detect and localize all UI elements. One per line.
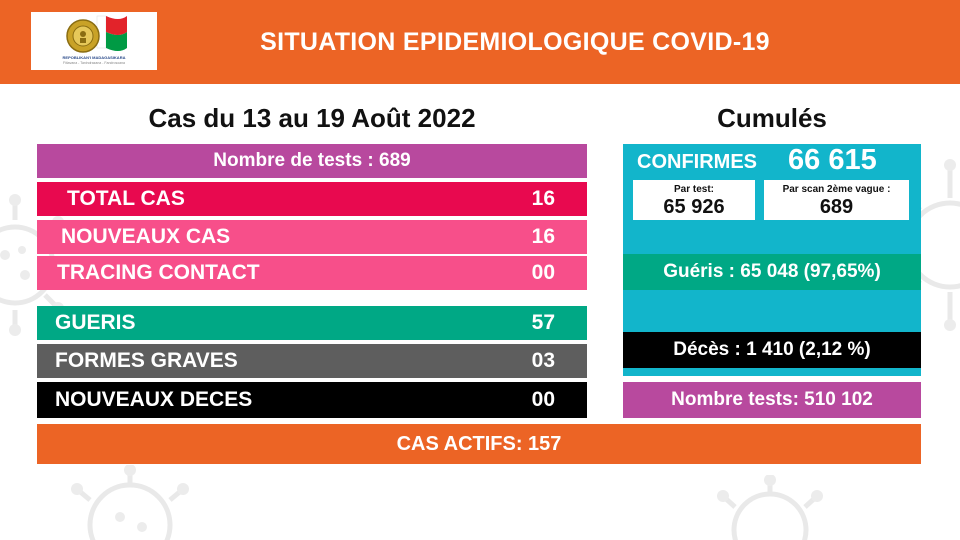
cumules-title: Cumulés	[717, 103, 827, 133]
row-tracing-contact: TRACING CONTACT 00	[37, 256, 587, 290]
confirmes-label: CONFIRMES	[637, 151, 757, 173]
row-value: 00	[531, 388, 555, 411]
madagascar-seal-icon	[66, 15, 127, 53]
par-scan-box: Par scan 2ème vague : 689	[764, 180, 909, 220]
par-test-label: Par test:	[673, 184, 714, 195]
row-value: 57	[531, 311, 555, 334]
deces-cumules-text: Décès : 1 410 (2,12 %)	[673, 339, 871, 360]
cas-actifs-text: CAS ACTIFS: 157	[396, 432, 562, 455]
row-gueris: GUERIS 57	[37, 306, 587, 340]
logo-motto: Fitiavana - Tanindrazana - Fandrosoana	[62, 61, 125, 65]
row-label: FORMES GRAVES	[55, 349, 238, 372]
row-value: 00	[531, 261, 555, 284]
par-test-box: Par test: 65 926	[633, 180, 755, 220]
row-total-cas: TOTAL CAS 16	[37, 182, 587, 216]
row-formes-graves: FORMES GRAVES 03	[37, 344, 587, 378]
logo: REPOBLIKAN'I MADAGASIKARA Fitiavana - Ta…	[31, 12, 157, 70]
header-bar	[0, 0, 960, 84]
deces-cumules-bar: Décès : 1 410 (2,12 %)	[623, 332, 921, 368]
par-scan-value: 689	[819, 196, 854, 218]
period-title: Cas du 13 au 19 Août 2022	[148, 103, 476, 133]
confirmes-value: 66 615	[788, 144, 877, 176]
row-value: 16	[531, 225, 555, 248]
tests-count-label: Nombre de tests : 689	[213, 150, 411, 171]
virus-decoration-bottom-right-icon	[717, 475, 823, 540]
row-nouveaux-deces: NOUVEAUX DECES 00	[37, 382, 587, 418]
row-label: TOTAL CAS	[67, 187, 185, 210]
tests-count-bar: Nombre de tests : 689	[37, 144, 587, 178]
virus-decoration-bottom-left-icon	[71, 465, 189, 540]
par-test-value: 65 926	[663, 196, 725, 218]
par-scan-label: Par scan 2ème vague :	[782, 184, 891, 195]
page-title: SITUATION EPIDEMIOLOGIQUE COVID-19	[260, 28, 770, 56]
tests-cumules-bar: Nombre tests: 510 102	[623, 382, 921, 418]
row-label: GUERIS	[55, 311, 136, 334]
row-label: NOUVEAUX CAS	[61, 225, 231, 248]
row-nouveaux-cas: NOUVEAUX CAS 16	[37, 220, 587, 254]
row-value: 16	[531, 187, 555, 210]
cas-actifs-bar: CAS ACTIFS: 157	[37, 424, 921, 464]
row-label: NOUVEAUX DECES	[55, 388, 253, 411]
row-value: 03	[531, 349, 555, 372]
gueris-cumules-text: Guéris : 65 048 (97,65%)	[663, 261, 881, 282]
gueris-cumules-bar: Guéris : 65 048 (97,65%)	[623, 254, 921, 290]
tests-cumules-text: Nombre tests: 510 102	[671, 389, 873, 410]
logo-caption: REPOBLIKAN'I MADAGASIKARA	[62, 55, 126, 60]
row-label: TRACING CONTACT	[57, 261, 260, 284]
